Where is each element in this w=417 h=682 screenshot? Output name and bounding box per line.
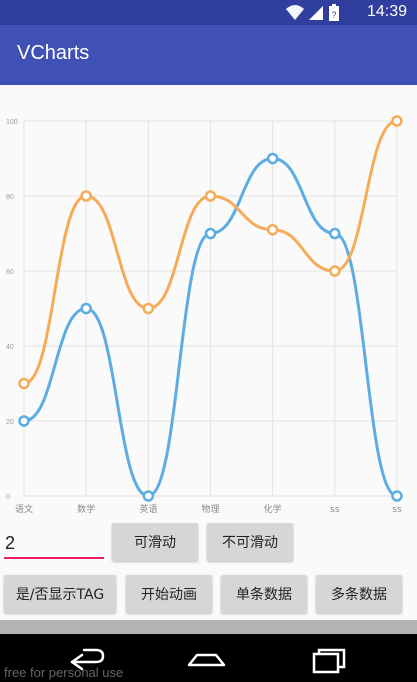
multi-data-button[interactable]: 多条数据	[316, 575, 402, 613]
series-1-point	[391, 490, 403, 502]
start-animation-button[interactable]: 开始动画	[126, 575, 212, 613]
x-tick-label: 数学	[77, 503, 95, 515]
count-input[interactable]	[4, 529, 104, 559]
battery-icon: ?	[329, 4, 339, 21]
series-2-point	[204, 190, 217, 202]
single-data-button[interactable]: 单条数据	[221, 575, 307, 613]
x-tick-label: 语文	[15, 503, 33, 515]
line-chart[interactable]: 0 20 40 60 80 100 语文 数学 英语 物理 化学 ss ss	[0, 85, 417, 515]
y-tick-label: 40	[6, 344, 14, 351]
status-time: 14:39	[366, 3, 407, 20]
not-scrollable-button[interactable]: 不可滑动	[207, 523, 293, 561]
y-tick-label: 60	[6, 269, 14, 276]
series-1-point	[329, 227, 341, 240]
toggle-tag-button[interactable]: 是/否显示TAG	[4, 575, 116, 613]
x-tick-label: ss	[392, 505, 402, 515]
series-2-point	[266, 224, 279, 236]
navigation-bar	[0, 634, 417, 682]
x-tick-label: 物理	[201, 503, 219, 515]
y-tick-label: 0	[6, 494, 10, 501]
series-1-point	[204, 227, 217, 240]
bottom-divider	[0, 620, 417, 634]
wifi-icon	[286, 5, 304, 20]
series-1-point	[266, 152, 279, 165]
home-icon[interactable]	[187, 653, 226, 667]
recents-icon[interactable]	[312, 648, 346, 674]
watermark-text: free for personal use	[4, 665, 124, 680]
series-2-point	[80, 190, 92, 202]
app-title: VCharts	[17, 42, 90, 64]
svg-text:?: ?	[331, 10, 336, 20]
y-tick-label: 20	[6, 419, 14, 426]
x-tick-label: 英语	[139, 503, 157, 515]
x-tick-label: 化学	[264, 503, 282, 515]
status-icons: ?	[286, 4, 339, 21]
back-icon[interactable]	[70, 648, 105, 671]
y-tick-label: 100	[6, 119, 18, 126]
series-1-point	[142, 490, 155, 502]
y-tick-label: 80	[6, 194, 14, 201]
series-2-point	[391, 115, 403, 127]
status-bar: ? 14:39	[0, 0, 417, 25]
series-1-point	[80, 302, 92, 315]
series-1-point	[18, 415, 30, 427]
app-bar: VCharts	[0, 25, 417, 85]
series-2-point	[142, 302, 155, 315]
cellular-icon	[309, 6, 323, 20]
scrollable-button[interactable]: 可滑动	[112, 523, 198, 561]
series-2-point	[18, 377, 30, 390]
x-tick-label: ss	[330, 505, 340, 515]
series-2-point	[329, 265, 341, 277]
